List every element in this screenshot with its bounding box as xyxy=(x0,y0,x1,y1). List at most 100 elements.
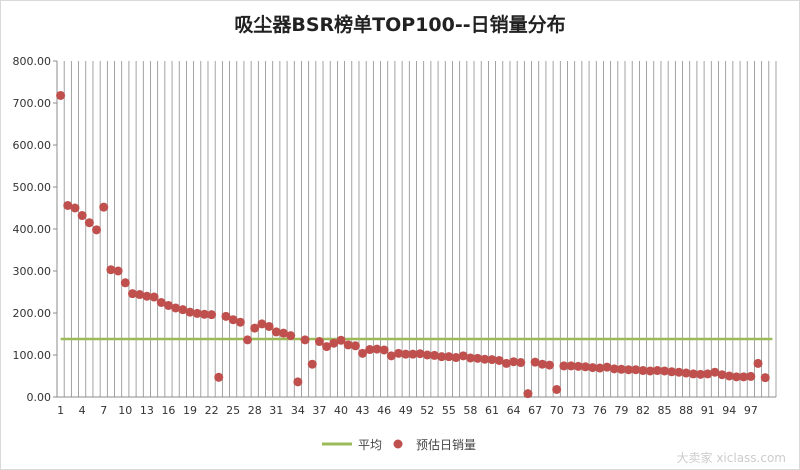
data-point xyxy=(264,321,274,331)
watermark: 大卖家 xiclass.com xyxy=(676,451,786,465)
y-tick-label: 200.00 xyxy=(13,307,52,320)
data-point xyxy=(552,384,562,394)
data-point xyxy=(660,366,670,376)
x-tick-label: 7 xyxy=(100,404,107,417)
data-point xyxy=(588,363,598,373)
x-tick-label: 70 xyxy=(550,404,564,417)
data-point xyxy=(523,389,533,399)
chart-title: 吸尘器BSR榜单TOP100--日销量分布 xyxy=(234,14,566,36)
data-point xyxy=(573,361,583,371)
data-point xyxy=(221,311,231,321)
data-point xyxy=(645,366,655,376)
data-point xyxy=(70,203,80,213)
data-point xyxy=(537,359,547,369)
data-point xyxy=(171,303,181,313)
legend-label-daily-sales: 预估日销量 xyxy=(416,438,476,452)
data-point xyxy=(624,365,634,375)
data-point xyxy=(465,353,475,363)
data-point xyxy=(56,90,66,100)
data-point xyxy=(329,338,339,348)
x-tick-labels: 1 4 7 10 13 16 19 22 25 28 31 34 37 40 43 46 49 52 55 58 61 6… xyxy=(57,404,758,417)
x-tick-label: 85 xyxy=(658,404,672,417)
data-point xyxy=(473,353,483,363)
data-point xyxy=(228,315,238,325)
data-point xyxy=(631,365,641,375)
data-point xyxy=(731,372,741,382)
data-point xyxy=(243,335,253,345)
data-point xyxy=(84,218,94,228)
data-point xyxy=(509,357,519,367)
data-point xyxy=(149,292,159,302)
data-point xyxy=(674,367,684,377)
data-point xyxy=(652,366,662,376)
data-point xyxy=(379,345,389,355)
data-point xyxy=(120,278,130,288)
data-point xyxy=(358,348,368,358)
data-point xyxy=(350,341,360,351)
data-point xyxy=(365,345,375,355)
data-point xyxy=(271,327,281,337)
x-tick-label: 16 xyxy=(161,404,175,417)
data-point xyxy=(314,337,324,347)
y-tick-label: 300.00 xyxy=(13,265,52,278)
x-tick-label: 10 xyxy=(118,404,132,417)
x-tick-label: 94 xyxy=(722,404,736,417)
data-point xyxy=(113,266,123,276)
x-tick-label: 37 xyxy=(312,404,326,417)
data-point xyxy=(688,369,698,379)
data-point xyxy=(703,369,713,379)
data-point xyxy=(710,367,720,377)
x-tick-label: 49 xyxy=(399,404,413,417)
y-tick-labels: 0.00 100.00 200.00 300.00 400.00 500.00 600.00… xyxy=(13,55,57,404)
data-point xyxy=(696,369,706,379)
data-point xyxy=(487,355,497,365)
data-point xyxy=(401,349,411,359)
y-tick-label: 400.00 xyxy=(13,223,52,236)
data-point xyxy=(444,352,454,362)
data-point xyxy=(458,351,468,361)
x-tick-label: 31 xyxy=(269,404,283,417)
data-point xyxy=(545,360,555,370)
x-tick-label: 22 xyxy=(205,404,219,417)
data-point xyxy=(753,358,763,368)
legend-label-average: 平均 xyxy=(358,438,382,452)
data-point xyxy=(717,370,727,380)
data-point xyxy=(135,290,145,300)
data-point xyxy=(595,363,605,373)
x-tick-label: 76 xyxy=(593,404,607,417)
data-point xyxy=(99,202,109,212)
data-point xyxy=(566,361,576,371)
x-tick-label: 91 xyxy=(701,404,715,417)
data-point xyxy=(235,317,245,327)
x-tick-label: 43 xyxy=(356,404,370,417)
data-point xyxy=(142,291,152,301)
data-point xyxy=(300,335,310,345)
x-tick-label: 88 xyxy=(679,404,693,417)
x-tick-label: 28 xyxy=(248,404,262,417)
legend: 平均 预估日销量 xyxy=(322,438,476,452)
data-point xyxy=(724,371,734,381)
data-point xyxy=(386,351,396,361)
x-tick-label: 64 xyxy=(507,404,521,417)
y-tick-label: 0.00 xyxy=(27,391,52,404)
data-point xyxy=(192,308,202,318)
data-point xyxy=(580,362,590,372)
data-point xyxy=(77,211,87,221)
x-tick-label: 19 xyxy=(183,404,197,417)
data-point xyxy=(207,310,217,320)
data-point xyxy=(609,364,619,374)
data-point xyxy=(394,348,404,358)
data-point xyxy=(516,358,526,368)
data-point xyxy=(185,307,195,317)
x-tick-label: 46 xyxy=(377,404,391,417)
data-point xyxy=(322,342,332,352)
x-tick-label: 52 xyxy=(420,404,434,417)
x-tick-label: 58 xyxy=(463,404,477,417)
data-point xyxy=(602,362,612,372)
daily-sales-series xyxy=(56,90,770,399)
data-point xyxy=(429,350,439,360)
data-point xyxy=(408,349,418,359)
data-point xyxy=(250,323,260,333)
data-point xyxy=(437,352,447,362)
